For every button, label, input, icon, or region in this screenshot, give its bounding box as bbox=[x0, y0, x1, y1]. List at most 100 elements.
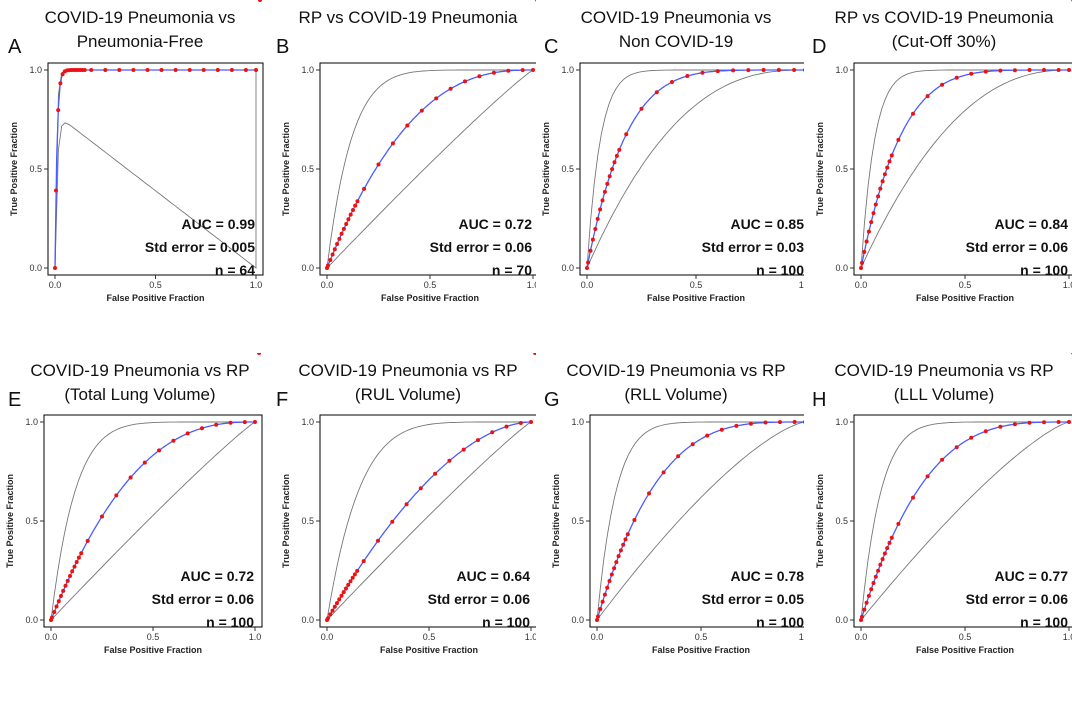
ci-lower-curve bbox=[326, 421, 532, 621]
roc-point bbox=[70, 569, 75, 574]
roc-point bbox=[76, 555, 81, 560]
roc-point bbox=[63, 583, 68, 588]
panel-title: COVID-19 Pneumonia vs RP (RLL Volume) bbox=[566, 361, 786, 404]
y-tick-label: 1.0 bbox=[835, 65, 848, 75]
y-tick-label: 0.0 bbox=[301, 263, 314, 273]
roc-point bbox=[940, 457, 945, 462]
y-tick-label: 0.0 bbox=[29, 263, 42, 273]
stat-label: n = 100 bbox=[206, 614, 254, 630]
roc-point bbox=[602, 189, 607, 194]
roc-point bbox=[330, 608, 335, 613]
ci-upper-curve bbox=[326, 421, 531, 621]
roc-point bbox=[520, 68, 525, 73]
panel-title: COVID-19 Pneumonia vs Non COVID-19 bbox=[580, 8, 772, 51]
roc-point bbox=[954, 75, 959, 80]
y-tick-label: 0.0 bbox=[25, 615, 38, 625]
y-tick-label: 0.0 bbox=[561, 263, 574, 273]
roc-point bbox=[618, 548, 623, 553]
panel-title: COVID-19 Pneumonia vs RP (RUL Volume) bbox=[298, 361, 518, 404]
roc-point bbox=[617, 147, 622, 152]
y-axis-label: True Positive Fraction bbox=[551, 474, 561, 568]
roc-point bbox=[605, 181, 610, 186]
ci-upper-curve bbox=[50, 421, 255, 621]
stat-label: Std error = 0.06 bbox=[152, 591, 255, 607]
y-tick-label: 0.0 bbox=[301, 615, 314, 625]
y-tick-label: 0.5 bbox=[29, 164, 42, 174]
roc-point bbox=[612, 160, 617, 165]
roc-point bbox=[876, 568, 881, 573]
roc-point bbox=[600, 198, 605, 203]
roc-point bbox=[998, 68, 1003, 73]
roc-point bbox=[605, 585, 610, 590]
stat-label: n = 100 bbox=[1020, 262, 1068, 278]
roc-point bbox=[103, 68, 108, 72]
ci-lower-curve bbox=[586, 69, 804, 269]
roc-panel-c: COVID-19 Pneumonia vs Non COVID-19 C 0.0… bbox=[536, 0, 804, 353]
stat-label: n = 100 bbox=[1020, 614, 1068, 630]
stat-label: n = 100 bbox=[482, 614, 530, 630]
roc-point bbox=[983, 69, 988, 74]
roc-point bbox=[1012, 422, 1017, 427]
roc-point bbox=[676, 454, 681, 459]
roc-point bbox=[337, 236, 342, 241]
stat-label: Std error = 0.06 bbox=[966, 239, 1069, 255]
roc-point bbox=[491, 70, 496, 75]
roc-plot: 0.0 0.5 1.0 0.0 0.5 1.0 False Positive Fractio… bbox=[9, 0, 264, 303]
panel-letter: A bbox=[8, 36, 22, 58]
y-tick-label: 0.0 bbox=[835, 263, 848, 273]
roc-point bbox=[873, 574, 878, 579]
roc-point bbox=[792, 68, 797, 72]
panel-letter: H bbox=[812, 389, 827, 411]
stat-label: AUC = 0.99 bbox=[181, 216, 255, 232]
roc-point bbox=[876, 194, 881, 199]
x-tick-label: 0.0 bbox=[581, 280, 594, 290]
x-tick-label: 0.0 bbox=[49, 280, 62, 290]
roc-point bbox=[600, 599, 605, 604]
roc-point bbox=[690, 442, 695, 447]
roc-point bbox=[647, 491, 651, 496]
roc-plot: 0.0 0.5 1.0 0.0 0.5 1.0 False Positive Fractio… bbox=[815, 0, 1072, 303]
roc-curve bbox=[326, 421, 531, 621]
roc-curve bbox=[54, 69, 256, 269]
x-tick-label: 1.0 bbox=[1063, 280, 1072, 290]
roc-point bbox=[585, 266, 589, 270]
roc-point bbox=[159, 68, 164, 72]
roc-point bbox=[792, 420, 797, 424]
roc-point bbox=[326, 263, 330, 268]
roc-point bbox=[586, 260, 591, 265]
roc-point bbox=[362, 186, 367, 191]
panel-letter: G bbox=[544, 389, 560, 411]
y-tick-label: 1.0 bbox=[301, 417, 314, 427]
roc-point bbox=[866, 229, 871, 234]
y-tick-label: 1.0 bbox=[571, 417, 584, 427]
roc-point bbox=[328, 612, 333, 617]
roc-point bbox=[1027, 68, 1032, 72]
x-tick-label: 0.5 bbox=[424, 280, 437, 290]
roc-point bbox=[355, 568, 360, 573]
roc-point bbox=[595, 618, 599, 622]
roc-point bbox=[598, 607, 603, 611]
roc-point bbox=[61, 588, 66, 593]
roc-point bbox=[882, 551, 887, 556]
ci-upper-curve bbox=[326, 69, 533, 269]
roc-point bbox=[885, 165, 890, 170]
roc-panel-g: COVID-19 Pneumonia vs RP (RLL Volume) G … bbox=[536, 353, 804, 706]
roc-point bbox=[969, 435, 974, 440]
roc-point bbox=[53, 266, 57, 270]
roc-point bbox=[173, 68, 178, 72]
roc-point bbox=[157, 448, 162, 453]
roc-point bbox=[332, 604, 337, 609]
roc-point bbox=[1056, 420, 1061, 424]
roc-point bbox=[746, 68, 751, 73]
y-axis-label: True Positive Fraction bbox=[541, 122, 551, 216]
roc-point bbox=[72, 564, 77, 569]
roc-point bbox=[257, 353, 262, 355]
roc-panel-h: COVID-19 Pneumonia vs RP (LLL Volume) H … bbox=[804, 353, 1072, 706]
roc-panel-f: COVID-19 Pneumonia vs RP (RUL Volume) F … bbox=[268, 353, 536, 706]
roc-curve bbox=[860, 69, 1069, 269]
x-axis-label: False Positive Fraction bbox=[381, 293, 479, 303]
stat-label: n = 70 bbox=[492, 262, 532, 278]
roc-point bbox=[878, 562, 883, 567]
roc-point bbox=[588, 248, 593, 253]
x-axis-label: False Positive Fraction bbox=[104, 645, 202, 655]
